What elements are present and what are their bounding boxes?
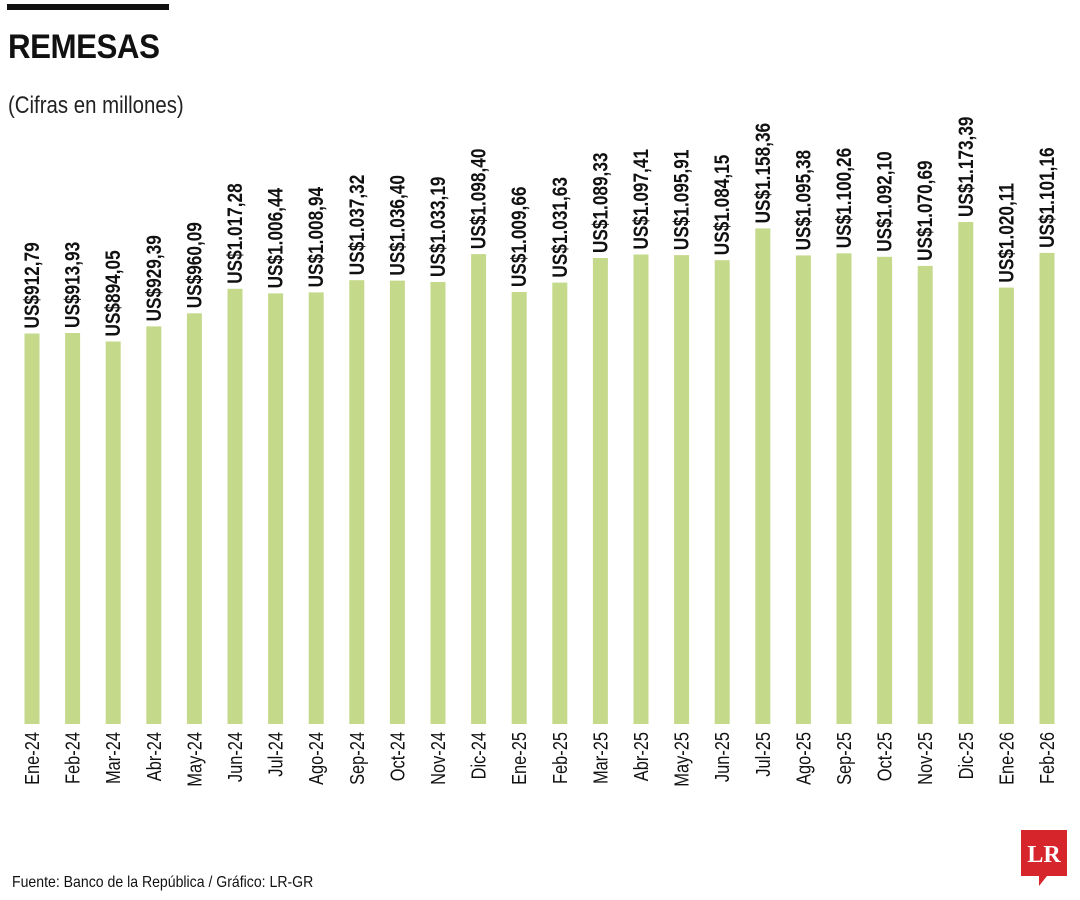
bar-Feb-25 — [552, 282, 568, 724]
data-label-Feb-25: US$1.031,63 — [549, 177, 572, 278]
bar-Ene-25 — [511, 292, 527, 724]
bar-Ene-24 — [24, 333, 40, 724]
x-tick-label-Feb-24: Feb-24 — [63, 732, 85, 784]
data-label-Feb-26: US$1.101,16 — [1036, 147, 1059, 248]
bar-Ago-25 — [795, 255, 811, 724]
data-label-Feb-24: US$913,93 — [62, 242, 85, 328]
title-accent-bar — [7, 4, 169, 10]
data-label-Oct-24: US$1.036,40 — [386, 175, 409, 276]
data-label-Ago-25: US$1.095,38 — [792, 150, 815, 251]
bar-Jul-24 — [268, 293, 284, 724]
bar-Ago-24 — [308, 292, 324, 724]
x-tick-label-Sep-25: Sep-25 — [834, 732, 856, 785]
data-label-Nov-24: US$1.033,19 — [427, 177, 450, 278]
bar-Jun-25 — [714, 260, 730, 724]
x-tick-label-Oct-25: Oct-25 — [875, 732, 897, 781]
bar-Jul-25 — [755, 228, 771, 724]
bar-Jun-24 — [227, 288, 243, 724]
bar-Nov-25 — [917, 265, 933, 724]
bar-chart: US$912,79 Ene-24 US$913,93 Feb-24 US$894,05 M… — [21, 117, 1059, 787]
data-label-Abr-25: US$1.097,41 — [630, 149, 653, 250]
data-label-Jul-24: US$1.006,44 — [265, 188, 288, 289]
x-tick-label-Mar-25: Mar-25 — [590, 732, 612, 784]
bar-Oct-24 — [389, 280, 405, 724]
data-label-Ene-24: US$912,79 — [21, 242, 44, 328]
data-label-Abr-24: US$929,39 — [143, 235, 166, 321]
chart-subtitle: (Cifras en millones) — [8, 92, 184, 119]
data-label-May-24: US$960,09 — [183, 222, 206, 308]
x-tick-label-May-25: May-25 — [672, 732, 694, 787]
x-tick-label-Ene-25: Ene-25 — [509, 732, 531, 785]
data-label-Sep-25: US$1.100,26 — [833, 148, 856, 249]
x-tick-label-Jun-24: Jun-24 — [225, 732, 247, 782]
bar-Feb-26 — [1039, 252, 1055, 724]
x-tick-label-Nov-24: Nov-24 — [428, 732, 450, 785]
bar-May-25 — [674, 255, 690, 724]
x-tick-label-Abr-25: Abr-25 — [631, 732, 653, 781]
bar-Feb-24 — [65, 333, 81, 724]
x-tick-label-Jun-25: Jun-25 — [712, 732, 734, 782]
bar-Ene-26 — [998, 287, 1014, 724]
data-label-Jun-24: US$1.017,28 — [224, 183, 247, 284]
data-label-Dic-25: US$1.173,39 — [955, 117, 978, 218]
bar-Mar-25 — [592, 258, 608, 724]
data-label-Mar-25: US$1.089,33 — [589, 153, 612, 254]
data-label-Sep-24: US$1.037,32 — [346, 175, 369, 276]
bar-Abr-24 — [146, 326, 162, 724]
lr-logo: LR — [1021, 830, 1067, 886]
data-label-Jun-25: US$1.084,15 — [711, 154, 734, 255]
x-tick-label-Jul-24: Jul-24 — [266, 732, 288, 777]
x-tick-label-Feb-25: Feb-25 — [550, 732, 572, 784]
bar-Sep-25 — [836, 253, 852, 725]
data-label-May-25: US$1.095,91 — [671, 149, 694, 250]
x-tick-label-Sep-24: Sep-24 — [347, 732, 369, 785]
bar-Mar-24 — [105, 341, 121, 724]
x-tick-label-Abr-24: Abr-24 — [144, 732, 166, 781]
data-label-Ago-24: US$1.008,94 — [305, 187, 328, 288]
bar-Nov-24 — [430, 282, 446, 724]
data-label-Ene-26: US$1.020,11 — [995, 183, 1018, 283]
x-tick-label-Dic-25: Dic-25 — [956, 732, 978, 779]
x-tick-label-May-24: May-24 — [184, 732, 206, 787]
bar-Dic-24 — [471, 254, 487, 724]
logo-badge — [1021, 830, 1067, 886]
bar-Oct-25 — [877, 256, 893, 724]
chart-title: REMESAS — [8, 28, 160, 66]
x-tick-label-Nov-25: Nov-25 — [915, 732, 937, 785]
source-note: Fuente: Banco de la República / Gráfico:… — [12, 874, 314, 891]
x-tick-label-Oct-24: Oct-24 — [387, 732, 409, 781]
data-label-Oct-25: US$1.092,10 — [874, 151, 897, 252]
data-label-Ene-25: US$1.009,66 — [508, 187, 531, 288]
data-label-Jul-25: US$1.158,36 — [752, 123, 775, 224]
bar-Abr-25 — [633, 254, 649, 724]
logo-text: LR — [1027, 842, 1061, 868]
x-tick-label-Jul-25: Jul-25 — [753, 732, 775, 777]
x-tick-label-Ene-26: Ene-26 — [996, 732, 1018, 785]
x-tick-label-Mar-24: Mar-24 — [103, 732, 125, 784]
data-label-Dic-24: US$1.098,40 — [468, 149, 491, 250]
data-label-Nov-25: US$1.070,69 — [914, 160, 937, 261]
data-label-Mar-24: US$894,05 — [102, 250, 125, 336]
bar-Dic-25 — [958, 222, 974, 724]
x-tick-label-Ago-25: Ago-25 — [793, 732, 815, 785]
x-tick-label-Ago-24: Ago-24 — [306, 732, 328, 785]
x-tick-label-Dic-24: Dic-24 — [469, 732, 491, 779]
x-tick-label-Feb-26: Feb-26 — [1037, 732, 1059, 784]
bar-May-24 — [186, 313, 202, 724]
x-tick-label-Ene-24: Ene-24 — [22, 732, 44, 785]
bar-Sep-24 — [349, 280, 365, 724]
